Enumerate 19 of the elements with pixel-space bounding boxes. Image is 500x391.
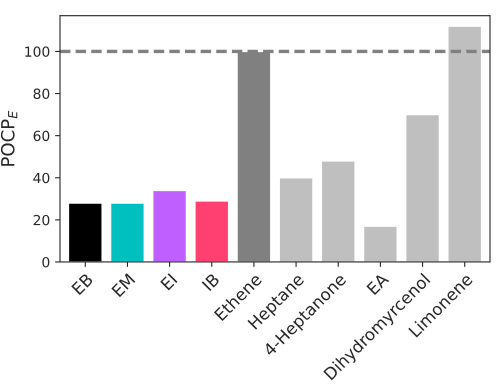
y-axis-title: POCP$_{E}$ <box>0 110 18 166</box>
bar <box>152 190 188 262</box>
bar <box>362 225 398 262</box>
y-tick-label: 100 <box>25 46 50 57</box>
bar <box>320 160 356 262</box>
x-tick-label: EM <box>111 273 136 298</box>
y-tick-label: 40 <box>33 172 50 184</box>
bar <box>447 25 482 262</box>
bar <box>194 200 230 262</box>
bar <box>68 202 103 262</box>
bar <box>110 202 146 262</box>
y-tick-label: 80 <box>34 88 50 100</box>
y-tick-label: 20 <box>34 214 50 226</box>
y-tick-label: 60 <box>34 130 50 142</box>
bar <box>404 114 440 262</box>
x-tick-label: EI <box>160 273 178 290</box>
bar <box>278 177 314 262</box>
x-tick-label: EB <box>71 272 94 296</box>
y-tick-label: 0 <box>42 256 50 268</box>
